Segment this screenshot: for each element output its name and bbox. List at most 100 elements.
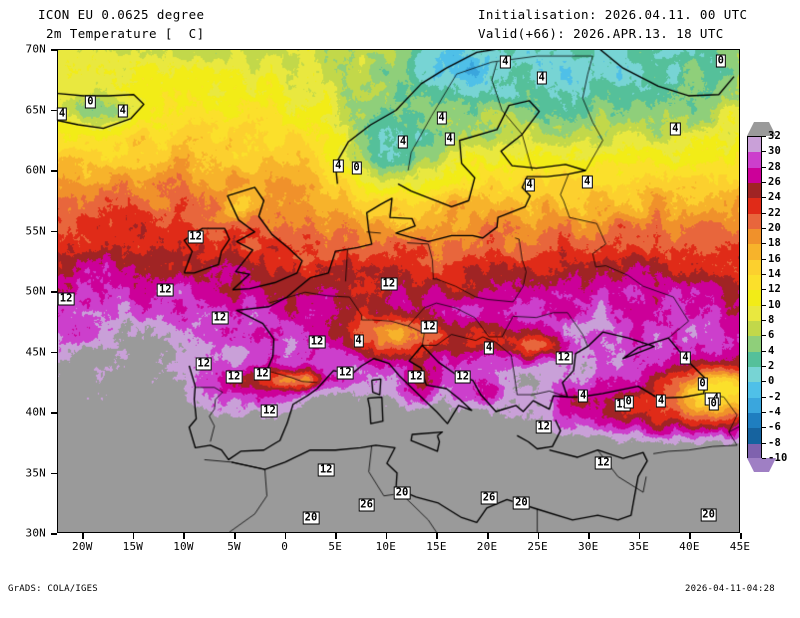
colorbar-band	[748, 213, 761, 230]
contour-label: 12	[308, 335, 326, 349]
colorbar-tick-label: 24	[768, 191, 782, 204]
y-tick	[51, 533, 57, 535]
x-tick	[284, 533, 287, 539]
contour-label: 4	[577, 389, 589, 403]
y-tick	[51, 291, 57, 293]
x-tick	[740, 533, 742, 539]
contour-label: 12	[57, 292, 75, 306]
y-tick-label: 30N	[25, 526, 46, 540]
y-tick-label: 35N	[25, 466, 46, 479]
x-tick	[487, 533, 489, 539]
x-tick-label: 35E	[628, 540, 650, 553]
colorbar-tick	[762, 197, 766, 199]
y-tick-label: 60N	[25, 163, 46, 177]
x-tick	[588, 533, 590, 539]
colorbar-tick-label: 32	[768, 130, 782, 142]
y-tick	[51, 351, 57, 353]
colorbar-tick	[762, 381, 766, 383]
x-tick-label: 45E	[729, 540, 751, 553]
colorbar-tick	[762, 412, 766, 413]
valid-time: Valid(+66): 2026.APR.13. 18 UTC	[478, 26, 724, 41]
x-tick-label: 5E	[328, 540, 343, 553]
x-tick	[436, 533, 438, 539]
map-plot-area	[57, 49, 740, 533]
y-tick	[51, 230, 57, 232]
contour-label: 4	[397, 135, 409, 149]
grads-credit: GrADS: COLA/IGES	[8, 584, 98, 594]
contour-label: 0	[697, 377, 708, 391]
colorbar-tick	[762, 274, 766, 275]
contour-label: 12	[195, 357, 213, 371]
colorbar-tick-label: -10	[768, 452, 788, 464]
model-title: ICON EU 0.0625 degree	[38, 7, 205, 22]
colorbar-band	[748, 382, 761, 399]
x-tick	[638, 533, 641, 539]
colorbar-tick-label: 16	[768, 252, 782, 265]
colorbar-tick-label: 28	[768, 160, 782, 173]
colorbar-tick	[762, 212, 766, 214]
colorbar-tick	[762, 458, 766, 459]
temperature-colorbar	[747, 136, 762, 460]
contour-label: 0	[351, 161, 362, 175]
x-tick	[689, 533, 691, 539]
colorbar-tick	[762, 136, 766, 137]
colorbar-tick	[762, 350, 766, 352]
colorbar-tick	[762, 320, 766, 321]
colorbar-band	[748, 413, 761, 429]
contour-label: 12	[254, 367, 271, 381]
colorbar-band	[748, 305, 761, 322]
x-tick	[385, 533, 388, 539]
colorbar-tick	[762, 228, 766, 229]
y-tick-label: 50N	[25, 284, 46, 298]
contour-label: 20	[700, 508, 717, 522]
contour-label: 4	[680, 351, 691, 365]
x-tick-label: 5W	[227, 540, 241, 553]
initialisation-time: Initialisation: 2026.04.11. 00 UTC	[478, 7, 748, 22]
contour-label: 26	[358, 498, 375, 512]
contour-label: 12	[380, 277, 398, 291]
colorbar-tick-label: 18	[768, 237, 782, 250]
y-tick	[51, 412, 57, 414]
y-tick-label: 65N	[25, 103, 46, 116]
contour-label: 12	[421, 320, 438, 334]
colorbar-band	[748, 397, 761, 414]
contour-label: 0	[715, 54, 726, 68]
colorbar-tick	[762, 151, 766, 153]
colorbar-tick-label: 22	[768, 206, 782, 219]
contour-label: 12	[454, 370, 472, 384]
colorbar-tick-label: 10	[768, 298, 782, 311]
contour-label: 4	[500, 55, 511, 69]
x-tick-label: 30E	[577, 540, 599, 553]
contour-label: 4	[353, 334, 364, 348]
colorbar-band	[748, 198, 761, 215]
contour-label: 4	[524, 178, 535, 192]
contour-label: 12	[337, 366, 354, 380]
x-tick-label: 10E	[375, 540, 397, 553]
colorbar-band	[748, 351, 761, 368]
colorbar-band	[748, 275, 761, 291]
colorbar-tick	[762, 366, 766, 367]
colorbar-tick	[762, 442, 766, 444]
x-tick	[82, 533, 84, 539]
x-tick-label: 15E	[426, 540, 447, 553]
y-tick	[51, 472, 57, 474]
contour-label: 12	[225, 370, 243, 384]
colorbar-tick-label: 8	[768, 314, 775, 326]
colorbar-tick-label: -2	[768, 390, 782, 403]
colorbar-band	[748, 244, 761, 261]
colorbar-tick	[762, 258, 766, 260]
x-tick	[183, 533, 185, 539]
contour-label: 0	[85, 95, 96, 109]
y-tick-label: 70N	[25, 42, 46, 56]
contour-label: 4	[333, 159, 344, 173]
contour-label: 12	[317, 463, 335, 477]
x-tick-label: 25E	[527, 540, 548, 553]
colorbar-tick-label: 6	[768, 329, 775, 342]
contour-label: 4	[670, 122, 681, 136]
x-tick-label: 20E	[476, 540, 498, 553]
contour-label: 4	[56, 107, 68, 121]
contour-label: 4	[117, 104, 128, 118]
contour-label: 12	[555, 351, 573, 365]
colorbar-tick-label: 14	[768, 268, 782, 280]
colorbar-band	[748, 321, 761, 337]
